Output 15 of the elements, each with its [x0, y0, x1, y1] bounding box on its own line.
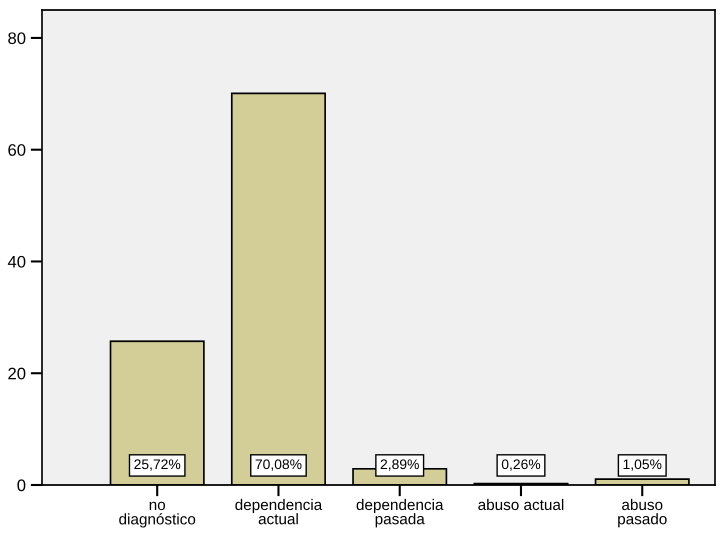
x-tick-label: abuso pasado	[618, 498, 667, 528]
data-label: 0,26%	[502, 459, 540, 471]
data-label: 2,89%	[380, 459, 419, 471]
x-tick-label: no diagnóstico	[119, 502, 196, 528]
x-tick-label: abuso actual	[478, 498, 564, 510]
data-label: 1,05%	[624, 459, 662, 471]
x-tick-label: dependencia pasada	[356, 498, 444, 528]
y-tick-label: 20	[8, 368, 26, 380]
y-tick-label: 60	[8, 144, 26, 156]
data-label: 25,72%	[134, 459, 180, 471]
y-tick-label: 40	[8, 256, 26, 268]
y-tick-label: 80	[8, 32, 26, 44]
data-label: 70,08%	[256, 459, 302, 471]
y-tick-label: 0	[17, 479, 26, 492]
x-tick-label: dependencia actual	[235, 498, 322, 524]
